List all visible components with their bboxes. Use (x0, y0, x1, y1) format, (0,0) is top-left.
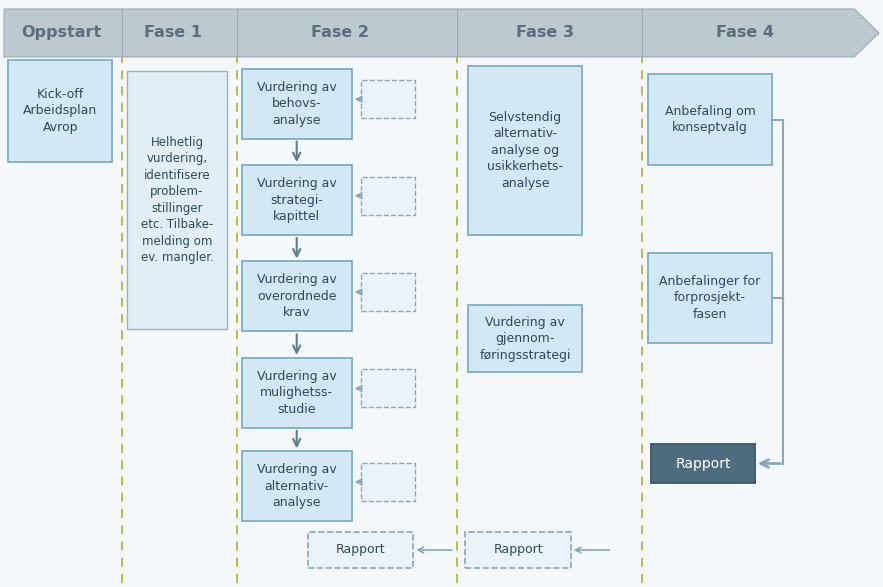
Text: Anbefalinger for
forprosjekt-
fasen: Anbefalinger for forprosjekt- fasen (660, 275, 760, 321)
FancyBboxPatch shape (242, 69, 351, 139)
Text: Fase 1: Fase 1 (144, 25, 202, 41)
FancyBboxPatch shape (648, 252, 772, 343)
Text: Rapport: Rapport (675, 457, 730, 471)
FancyBboxPatch shape (360, 369, 415, 407)
FancyBboxPatch shape (465, 532, 571, 568)
FancyBboxPatch shape (242, 261, 351, 332)
FancyBboxPatch shape (9, 60, 112, 162)
FancyBboxPatch shape (242, 357, 351, 428)
FancyBboxPatch shape (468, 66, 582, 235)
Text: Vurdering av
behovs-
analyse: Vurdering av behovs- analyse (257, 80, 336, 127)
FancyBboxPatch shape (360, 273, 415, 311)
Text: Fase 4: Fase 4 (716, 25, 774, 41)
Text: Rapport: Rapport (494, 544, 543, 556)
Text: Oppstart: Oppstart (21, 25, 102, 41)
FancyBboxPatch shape (651, 444, 755, 483)
FancyBboxPatch shape (127, 72, 227, 329)
Text: Vurdering av
mulighetss-
studie: Vurdering av mulighetss- studie (257, 370, 336, 416)
FancyBboxPatch shape (648, 75, 772, 165)
Text: Kick-off
Arbeidsplan
Avrop: Kick-off Arbeidsplan Avrop (23, 88, 97, 134)
Text: Selvstendig
alternativ-
analyse og
usikkerhets-
analyse: Selvstendig alternativ- analyse og usikk… (487, 111, 563, 190)
FancyBboxPatch shape (360, 177, 415, 215)
FancyBboxPatch shape (360, 80, 415, 118)
FancyBboxPatch shape (242, 165, 351, 235)
Text: Vurdering av
overordnede
krav: Vurdering av overordnede krav (257, 274, 336, 319)
Text: Anbefaling om
konseptvalg: Anbefaling om konseptvalg (665, 105, 755, 134)
FancyBboxPatch shape (468, 305, 582, 372)
Text: Vurdering av
strategi-
kapittel: Vurdering av strategi- kapittel (257, 177, 336, 223)
Text: Fase 3: Fase 3 (517, 25, 574, 41)
Text: Vurdering av
alternativ-
analyse: Vurdering av alternativ- analyse (257, 463, 336, 510)
FancyBboxPatch shape (360, 463, 415, 501)
FancyBboxPatch shape (242, 451, 351, 521)
FancyBboxPatch shape (307, 532, 413, 568)
Polygon shape (4, 9, 879, 57)
Text: Rapport: Rapport (336, 544, 385, 556)
Text: Fase 2: Fase 2 (312, 25, 369, 41)
Text: Vurdering av
gjennom-
føringsstrategi: Vurdering av gjennom- føringsstrategi (479, 316, 571, 362)
Text: Helhetlig
vurdering,
identifisere
problem-
stillinger
etc. Tilbake-
melding om
e: Helhetlig vurdering, identifisere proble… (140, 136, 214, 264)
